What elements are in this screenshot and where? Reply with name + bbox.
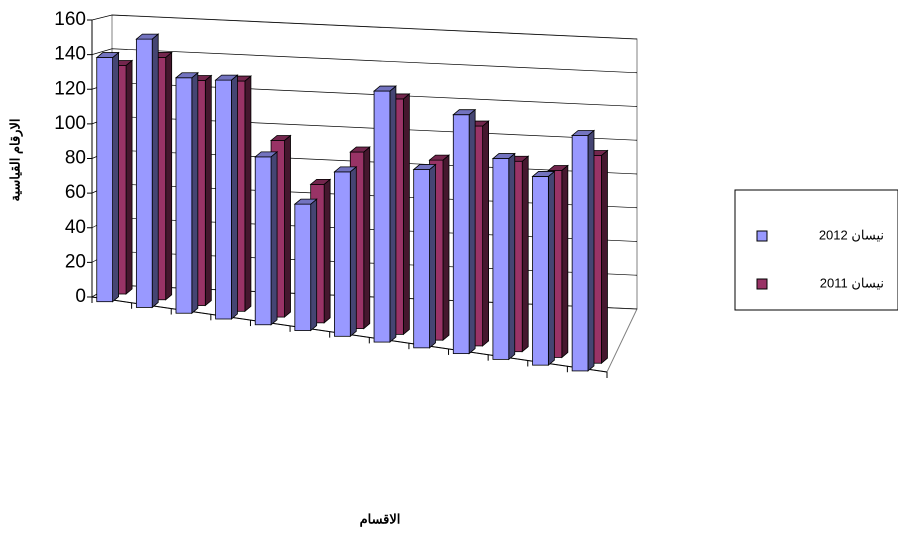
- bar: [333, 165, 358, 338]
- y-tick-label: 40: [65, 217, 86, 238]
- legend-swatch: [756, 278, 768, 290]
- bar-side: [270, 150, 278, 326]
- bar-side: [112, 51, 119, 303]
- bar-front: [294, 203, 312, 331]
- y-tick-label: 80: [65, 148, 86, 169]
- bar: [95, 51, 120, 303]
- bar-top: [531, 171, 556, 177]
- bar-side: [468, 108, 476, 355]
- bar-side: [508, 152, 516, 361]
- bar-side: [601, 149, 608, 365]
- bar-top: [254, 151, 279, 158]
- grid-line: [91, 14, 638, 40]
- bar-top: [309, 178, 332, 185]
- bar-top: [452, 109, 477, 116]
- bar-side: [284, 134, 291, 318]
- bar-side: [231, 74, 238, 320]
- legend-label: نيسان 2012: [819, 227, 884, 242]
- y-tick-label: 60: [65, 182, 86, 203]
- bar-top: [135, 33, 160, 40]
- bar-side: [429, 163, 436, 349]
- bar-side: [244, 75, 252, 313]
- bar-side: [151, 33, 159, 309]
- bar-side: [521, 155, 529, 353]
- bar-front: [96, 57, 113, 303]
- x-axis-title: الاقسام: [360, 511, 401, 527]
- y-tick-label: 20: [65, 251, 86, 272]
- bar-top: [428, 154, 451, 161]
- bar-front: [254, 156, 272, 326]
- bar-top: [214, 74, 239, 81]
- bar: [372, 85, 398, 343]
- bar: [412, 163, 437, 349]
- bar-front: [413, 169, 430, 349]
- bar-side: [363, 146, 371, 330]
- bar: [214, 74, 239, 320]
- bar: [491, 152, 516, 361]
- bar-side: [165, 51, 173, 301]
- bar-side: [482, 120, 490, 347]
- bar-side: [349, 165, 357, 338]
- bar-side: [547, 170, 555, 367]
- bar-top: [333, 166, 358, 173]
- bar-front: [135, 38, 153, 308]
- bar-side: [204, 74, 212, 307]
- bar-top: [412, 164, 437, 170]
- y-tick-label: 100: [54, 113, 86, 134]
- bar-front: [532, 176, 549, 366]
- bar-top: [293, 198, 318, 205]
- bar-side: [191, 71, 199, 315]
- bar-top: [372, 85, 398, 92]
- y-axis-title: الارقام القياسية: [7, 119, 23, 202]
- bar-front: [373, 90, 391, 343]
- bar-front: [215, 79, 232, 320]
- y-tick-label: 0: [75, 286, 86, 307]
- bar-top: [349, 146, 371, 153]
- bar-side: [125, 59, 133, 295]
- bar: [571, 129, 596, 372]
- legend-box: [734, 189, 898, 311]
- y-tick-label: 120: [54, 78, 86, 99]
- bar: [293, 198, 318, 332]
- bar-top: [95, 52, 120, 58]
- bar-side: [389, 85, 397, 343]
- bar-side: [402, 93, 410, 336]
- bar-top: [269, 135, 292, 141]
- bar-side: [442, 154, 450, 342]
- bar-side: [587, 129, 595, 372]
- bar-top: [174, 72, 199, 79]
- legend-swatch: [756, 230, 768, 242]
- bar: [531, 170, 556, 367]
- bar-front: [452, 114, 470, 355]
- bar: [174, 71, 199, 315]
- bar-top: [547, 165, 569, 171]
- bar-front: [571, 135, 589, 372]
- grid-line: [91, 48, 638, 74]
- bar-top: [491, 153, 516, 159]
- bar: [254, 150, 279, 326]
- bar-side: [323, 178, 331, 324]
- y-tick-label: 140: [54, 44, 86, 65]
- bar-front: [175, 77, 193, 314]
- bar: [452, 108, 477, 355]
- y-tick-label: 160: [54, 9, 86, 30]
- bar-front: [492, 158, 510, 360]
- bar-front: [334, 171, 351, 337]
- legend-label: نيسان 2011: [820, 275, 884, 290]
- bar-top: [571, 130, 596, 136]
- bar-side: [310, 198, 318, 332]
- bar-side: [561, 164, 569, 359]
- bar: [135, 33, 160, 309]
